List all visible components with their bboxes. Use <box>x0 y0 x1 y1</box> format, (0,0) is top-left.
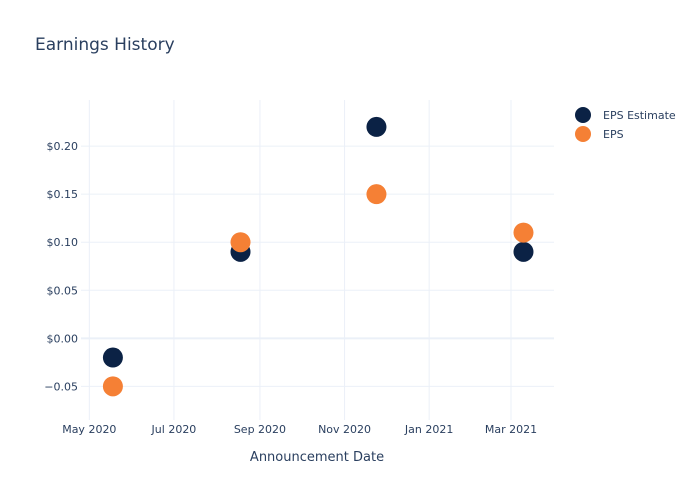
x-tick-label: Mar 2021 <box>485 423 537 436</box>
legend-item-eps[interactable]: EPS <box>575 126 624 142</box>
x-tick-label: Jan 2021 <box>404 423 453 436</box>
grid-layer <box>81 100 554 420</box>
chart-title: Earnings History <box>35 35 175 55</box>
y-tick-label: $0.10 <box>47 236 79 249</box>
eps-estimate-point[interactable] <box>513 241 534 262</box>
y-tick-label: −0.05 <box>44 380 78 393</box>
legend-label: EPS <box>603 128 624 141</box>
legend-marker <box>575 126 591 142</box>
y-tick-label: $0.20 <box>47 140 79 153</box>
axis-layer: −0.05 $0.00 $0.05 $0.10 $0.15 $0.20 May 2020 Ju… <box>44 140 537 436</box>
eps-point[interactable] <box>230 232 251 253</box>
y-tick-label: $0.15 <box>47 188 79 201</box>
eps-point[interactable] <box>366 184 387 205</box>
x-tick-label: Jul 2020 <box>151 423 197 436</box>
marker-layer <box>102 116 534 397</box>
eps-estimate-point[interactable] <box>366 116 387 137</box>
legend[interactable]: EPS Estimate EPS <box>575 107 676 142</box>
eps-estimate-point[interactable] <box>102 347 123 368</box>
legend-item-eps-estimate[interactable]: EPS Estimate <box>575 107 676 123</box>
legend-label: EPS Estimate <box>603 109 676 122</box>
x-tick-label: May 2020 <box>62 423 116 436</box>
x-tick-label: Nov 2020 <box>318 423 371 436</box>
eps-point[interactable] <box>513 222 534 243</box>
x-axis-title: Announcement Date <box>250 450 384 465</box>
x-tick-label: Sep 2020 <box>234 423 286 436</box>
eps-point[interactable] <box>102 376 123 397</box>
legend-marker <box>575 107 591 123</box>
y-tick-label: $0.00 <box>47 332 79 345</box>
y-tick-label: $0.05 <box>47 284 79 297</box>
